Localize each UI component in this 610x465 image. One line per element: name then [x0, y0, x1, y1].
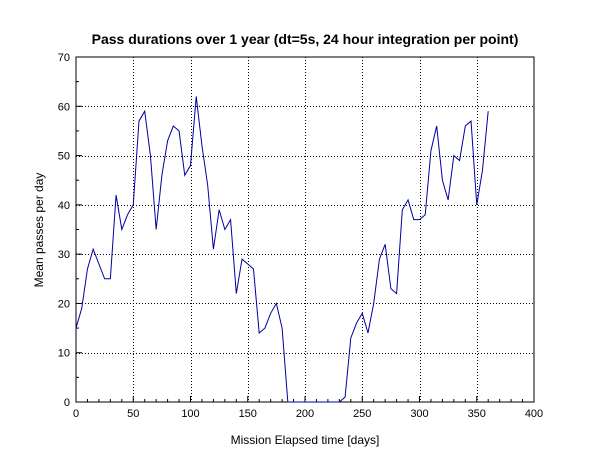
- series-layer: [75, 96, 489, 403]
- x-axis-label: Mission Elapsed time [days]: [231, 433, 380, 447]
- y-tick-label: 40: [58, 200, 70, 212]
- x-tick-label: 250: [353, 408, 371, 420]
- series-line: [75, 96, 489, 403]
- y-tick-label: 70: [58, 52, 70, 64]
- axis-ticks: 0 50 100 150 200 250 300 350 400 0 10 20 30 40 50 60 70: [58, 52, 543, 420]
- x-tick-label: 300: [410, 408, 428, 420]
- x-tick-label: 200: [296, 408, 314, 420]
- x-tick-label: 150: [239, 408, 257, 420]
- x-tick-label: 50: [127, 408, 139, 420]
- x-tick-label: 0: [73, 408, 79, 420]
- y-axis-label: Mean passes per day: [32, 173, 46, 288]
- y-tick-label: 50: [58, 151, 70, 163]
- chart-title: Pass durations over 1 year (dt=5s, 24 ho…: [92, 31, 519, 47]
- x-tick-label: 400: [525, 408, 543, 420]
- x-tick-label: 100: [181, 408, 199, 420]
- y-tick-label: 30: [58, 249, 70, 261]
- x-tick-label: 350: [468, 408, 486, 420]
- y-tick-label: 20: [58, 298, 70, 310]
- y-tick-label: 0: [64, 397, 70, 409]
- grid-lines: [76, 57, 534, 402]
- y-tick-label: 10: [58, 348, 70, 360]
- y-tick-label: 60: [58, 101, 70, 113]
